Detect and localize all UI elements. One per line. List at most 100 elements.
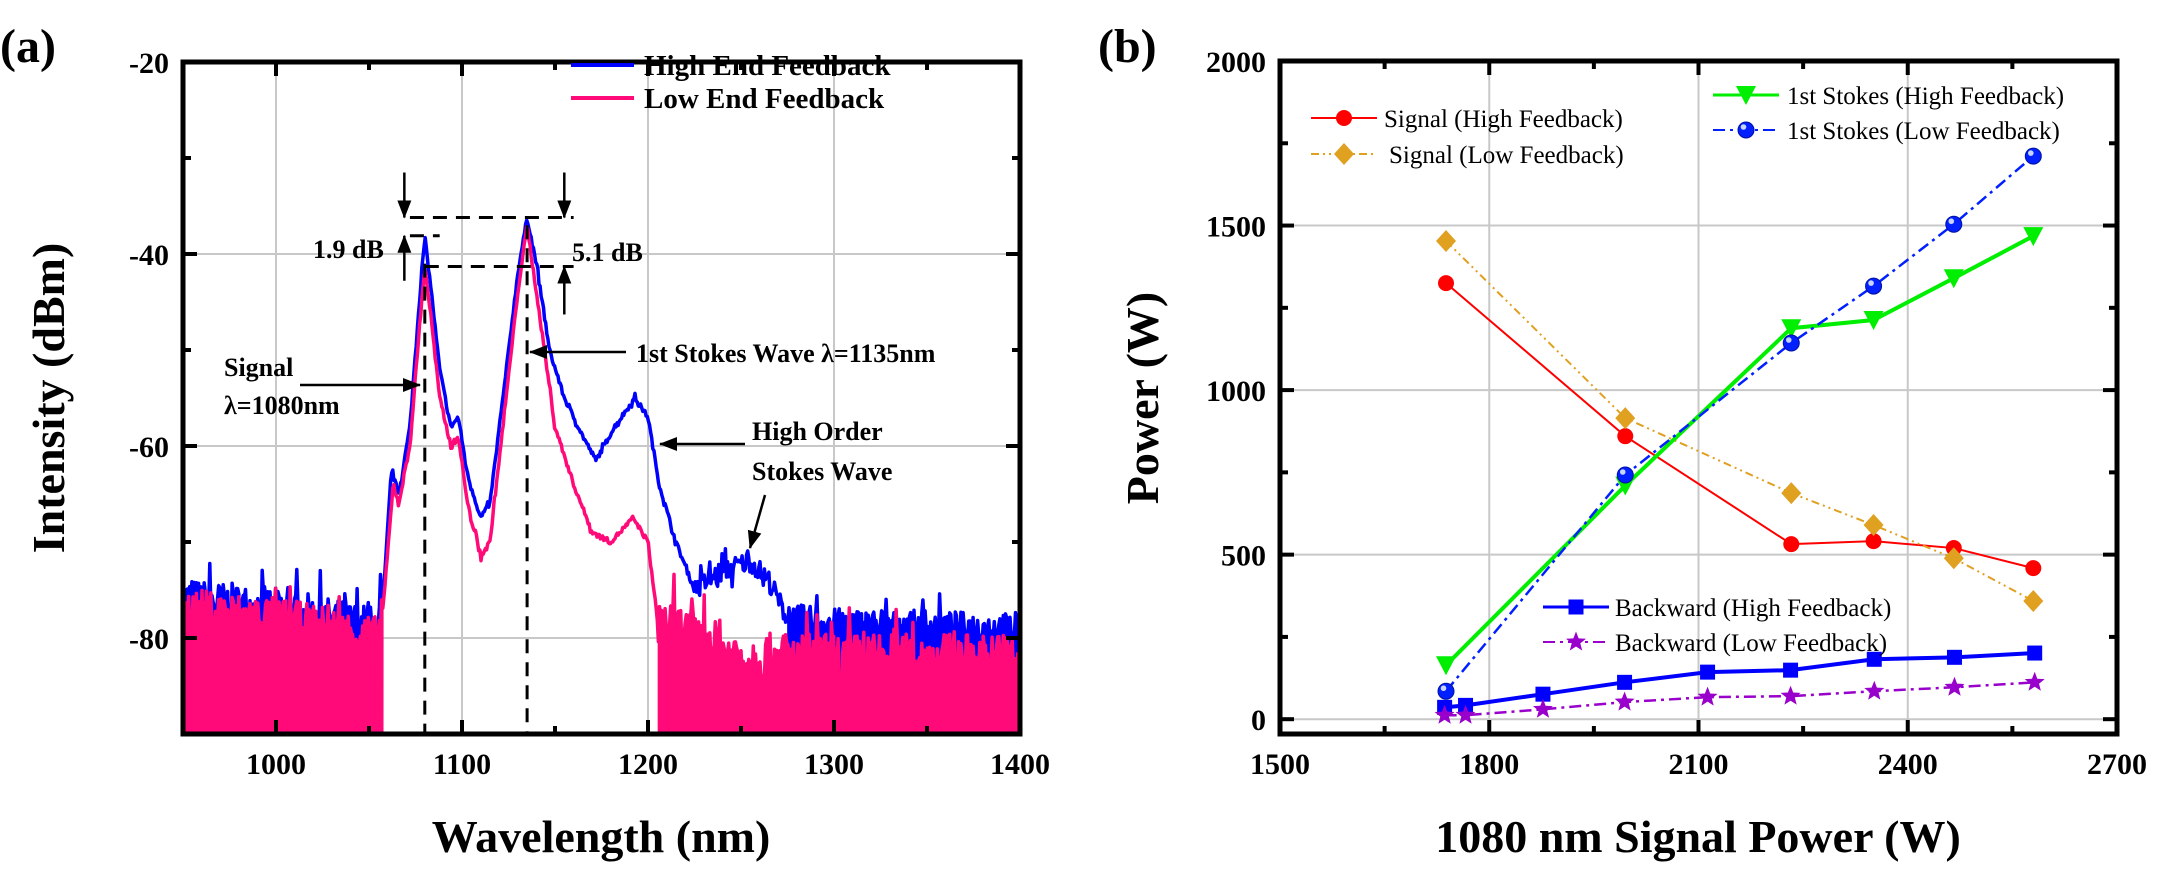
data-point-backward-high-feedback xyxy=(1866,651,1882,667)
legend-label: High End Feedback xyxy=(644,50,891,82)
panel-b-xlabel: 1080 nm Signal Power (W) xyxy=(1435,811,1961,862)
data-point-signal-low-feedback xyxy=(1436,230,1457,253)
data-point-backward-low-feedback xyxy=(1614,691,1635,711)
y-tick-label: -80 xyxy=(129,623,169,656)
annotation-high-order-1: High Order xyxy=(752,417,883,446)
data-point-1st-stokes-low-feedback-highlight xyxy=(1868,280,1874,286)
data-point-1st-stokes-low-feedback-highlight xyxy=(1948,218,1955,225)
data-point-1st-stokes-low-feedback xyxy=(2024,147,2042,165)
y-tick-label: 1000 xyxy=(1206,375,1266,408)
legend-label: 1st Stokes (High Feedback) xyxy=(1787,83,2064,110)
panel-b: 1500 1800 2100 2400 2700 0 500 1000 1500 2000 Sign… xyxy=(1206,46,2147,781)
x-tick-label: 1400 xyxy=(990,748,1050,781)
data-point-signal-low-feedback xyxy=(2023,590,2044,613)
x-tick-label: 1000 xyxy=(246,748,306,781)
data-point-backward-low-feedback xyxy=(1533,698,1553,718)
legend-marker xyxy=(1736,86,1756,105)
legend-label: Backward (High Feedback) xyxy=(1615,595,1891,622)
data-point-backward-high-feedback xyxy=(1946,649,1962,665)
annotation-signal-2: λ=1080nm xyxy=(224,391,340,420)
data-point-1st-stokes-low-feedback xyxy=(1437,682,1455,700)
data-point-1st-stokes-low-feedback xyxy=(1865,277,1883,295)
x-tick-label: 1100 xyxy=(433,748,491,781)
legend-marker xyxy=(1334,143,1354,165)
x-tick-label: 2100 xyxy=(1669,748,1729,781)
y-tick-label: -60 xyxy=(129,431,169,464)
data-point-1st-stokes-low-feedback-highlight xyxy=(1785,337,1792,343)
data-point-1st-stokes-low-feedback-highlight xyxy=(2028,150,2034,156)
data-point-1st-stokes-low-feedback xyxy=(1616,466,1634,484)
series-line-1st-stokes-high-feedback xyxy=(1444,234,2035,667)
series-line-backward-high-feedback xyxy=(1444,651,2035,710)
arrow-high-order-down xyxy=(747,494,767,549)
legend-label: 1st Stokes (Low Feedback) xyxy=(1787,118,2060,145)
data-point-backward-high-feedback xyxy=(2027,645,2043,661)
data-point-signal-high-feedback xyxy=(1617,428,1634,445)
data-point-1st-stokes-low-feedback xyxy=(1782,334,1800,352)
series-line-backward-low-feedback xyxy=(1444,681,2035,717)
panel-a-ylabel: Intensity (dBm) xyxy=(23,243,74,554)
y-tick-label: 500 xyxy=(1221,540,1266,573)
series-line-1st-stokes-low-feedback xyxy=(1445,155,2035,693)
data-point-signal-high-feedback xyxy=(2025,560,2042,577)
plot-frame xyxy=(180,59,1023,737)
panel-a-xlabel: Wavelength (nm) xyxy=(432,811,771,862)
annotation-stokes1: 1st Stokes Wave λ=1135nm xyxy=(636,339,936,368)
y-tick-label: 2000 xyxy=(1206,46,1266,79)
data-point-1st-stokes-high-feedback xyxy=(2023,227,2044,247)
data-point-signal-low-feedback xyxy=(1615,407,1636,430)
data-point-1st-stokes-high-feedback xyxy=(1436,656,1457,676)
data-point-signal-high-feedback xyxy=(1783,536,1800,553)
annotation-signal-1: Signal xyxy=(224,353,293,382)
legend-marker xyxy=(1336,110,1352,126)
y-tick-label: 1500 xyxy=(1206,211,1266,244)
annotation-diff-1: 1.9 dB xyxy=(313,235,384,264)
data-point-signal-low-feedback xyxy=(1781,482,1802,505)
data-point-backward-high-feedback xyxy=(1617,674,1633,690)
legend-marker xyxy=(1737,121,1755,139)
data-point-backward-high-feedback xyxy=(1700,664,1716,680)
panel-a: 1000 1100 1200 1300 1400 -20 -40 -60 -80 High End… xyxy=(129,47,1050,781)
x-tick-label: 1500 xyxy=(1250,748,1310,781)
data-point-signal-high-feedback xyxy=(1438,275,1455,292)
panel-b-ylabel: Power (W) xyxy=(1117,292,1168,504)
legend-label: Low End Feedback xyxy=(644,83,885,115)
annotation-high-order-2: Stokes Wave xyxy=(752,457,892,486)
data-point-backward-low-feedback xyxy=(1455,704,1476,724)
x-tick-label: 1300 xyxy=(804,748,864,781)
x-tick-label: 1200 xyxy=(618,748,678,781)
panel-b-label: (b) xyxy=(1098,20,1157,73)
data-point-backward-low-feedback xyxy=(1780,685,1801,705)
spectrum-line-low-end-feedback xyxy=(181,224,1022,710)
data-point-backward-low-feedback xyxy=(1434,704,1455,724)
data-point-1st-stokes-high-feedback xyxy=(1943,269,1964,289)
x-tick-label: 2700 xyxy=(2087,748,2147,781)
data-point-backward-low-feedback xyxy=(2024,671,2045,691)
data-point-1st-stokes-low-feedback xyxy=(1945,215,1963,233)
annotation-diff-2: 5.1 dB xyxy=(572,238,643,267)
panel-a-label: (a) xyxy=(0,20,56,73)
data-point-1st-stokes-high-feedback xyxy=(1781,319,1802,339)
y-tick-label: -40 xyxy=(129,239,169,272)
legend-label: Signal (Low Feedback) xyxy=(1389,142,1624,169)
plot-frame xyxy=(1277,58,2120,737)
data-point-1st-stokes-low-feedback-highlight xyxy=(1619,469,1626,475)
legend-marker-highlight xyxy=(1740,124,1747,130)
legend-marker xyxy=(1568,599,1584,615)
y-tick-label: 0 xyxy=(1251,704,1266,737)
data-point-backward-low-feedback xyxy=(1864,680,1885,700)
data-point-signal-low-feedback xyxy=(1943,547,1964,570)
series-line-signal-high-feedback xyxy=(1445,282,2034,570)
data-point-1st-stokes-low-feedback-highlight xyxy=(1440,685,1447,692)
data-point-backward-low-feedback xyxy=(1944,676,1965,696)
data-point-1st-stokes-high-feedback xyxy=(1863,310,1884,330)
data-point-backward-high-feedback xyxy=(1783,662,1799,678)
x-tick-label: 1800 xyxy=(1459,748,1519,781)
x-tick-label: 2400 xyxy=(1878,748,1938,781)
legend-label: Signal (High Feedback) xyxy=(1384,106,1623,133)
legend-label: Backward (Low Feedback) xyxy=(1615,630,1887,657)
legend-marker xyxy=(1566,631,1586,651)
data-point-signal-low-feedback xyxy=(1863,514,1884,537)
data-point-signal-high-feedback xyxy=(1865,533,1882,550)
